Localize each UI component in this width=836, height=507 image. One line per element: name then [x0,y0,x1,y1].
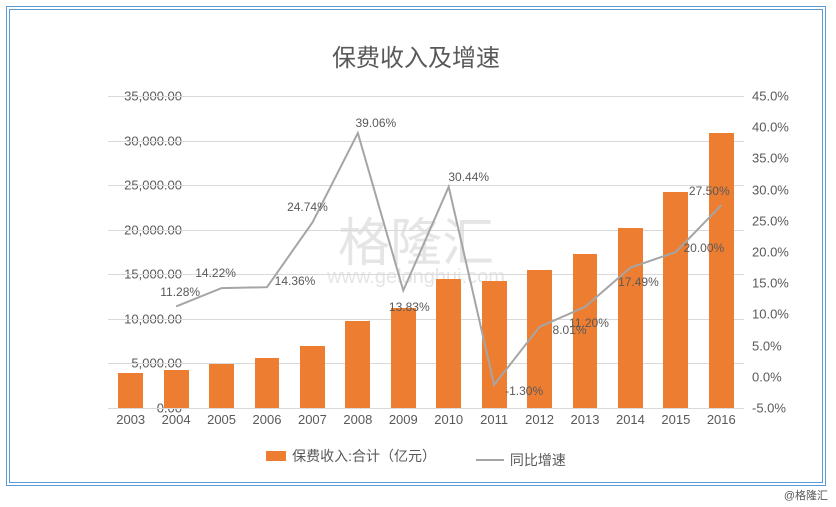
y2-tick: 10.0% [752,307,789,322]
line-data-label: 11.20% [569,316,609,330]
line-data-label: -1.30% [505,384,543,398]
y2-tick: -5.0% [752,401,786,416]
legend-item-line: 同比增速 [476,450,566,470]
x-tick: 2006 [253,412,282,427]
x-tick: 2009 [389,412,418,427]
bar-swatch-icon [266,451,286,461]
line-data-label: 13.83% [389,300,430,314]
line-data-label: 14.36% [275,274,316,288]
x-tick: 2013 [571,412,600,427]
y2-tick: 35.0% [752,151,789,166]
legend-line-label: 同比增速 [510,450,566,470]
line-data-label: 30.44% [448,170,489,184]
legend: 保费收入:合计（亿元） 同比增速 [10,446,822,470]
line-data-label: 17.49% [618,275,659,289]
legend-item-bar: 保费收入:合计（亿元） [266,446,436,466]
y2-tick: 15.0% [752,276,789,291]
x-tick: 2004 [162,412,191,427]
y2-tick: 0.0% [752,369,782,384]
x-tick: 2007 [298,412,327,427]
legend-bar-label: 保费收入:合计（亿元） [292,446,436,466]
x-tick: 2015 [661,412,690,427]
line-data-label: 27.50% [689,184,730,198]
x-tick: 2008 [343,412,372,427]
x-tick: 2003 [116,412,145,427]
attribution: @格隆汇 [784,487,828,503]
line-data-label: 14.22% [195,266,236,280]
x-tick: 2014 [616,412,645,427]
chart-frame: 格隆汇 www.gelonghui.com 保费收入及增速 11.28%14.2… [6,6,826,486]
x-tick: 2011 [480,412,508,427]
line-data-label: 20.00% [683,241,724,255]
line-data-label: 39.06% [355,116,396,130]
y2-tick: 30.0% [752,182,789,197]
x-tick: 2010 [434,412,463,427]
x-tick: 2005 [207,412,236,427]
x-tick: 2012 [525,412,554,427]
line-data-label: 11.28% [160,285,200,299]
x-tick: 2016 [707,412,736,427]
gridline [108,408,744,409]
y2-tick: 5.0% [752,338,782,353]
line-data-label: 24.74% [287,200,328,214]
y2-tick: 40.0% [752,120,789,135]
chart-title: 保费收入及增速 [10,38,822,73]
y2-tick: 25.0% [752,213,789,228]
plot-area: 11.28% 14.22% 14.36% 24.74% 39.06% 13.83% 30.4… [108,96,744,408]
y2-tick: 45.0% [752,89,789,104]
line-swatch-icon [476,459,504,461]
line-series [108,96,744,408]
y2-tick: 20.0% [752,245,789,260]
